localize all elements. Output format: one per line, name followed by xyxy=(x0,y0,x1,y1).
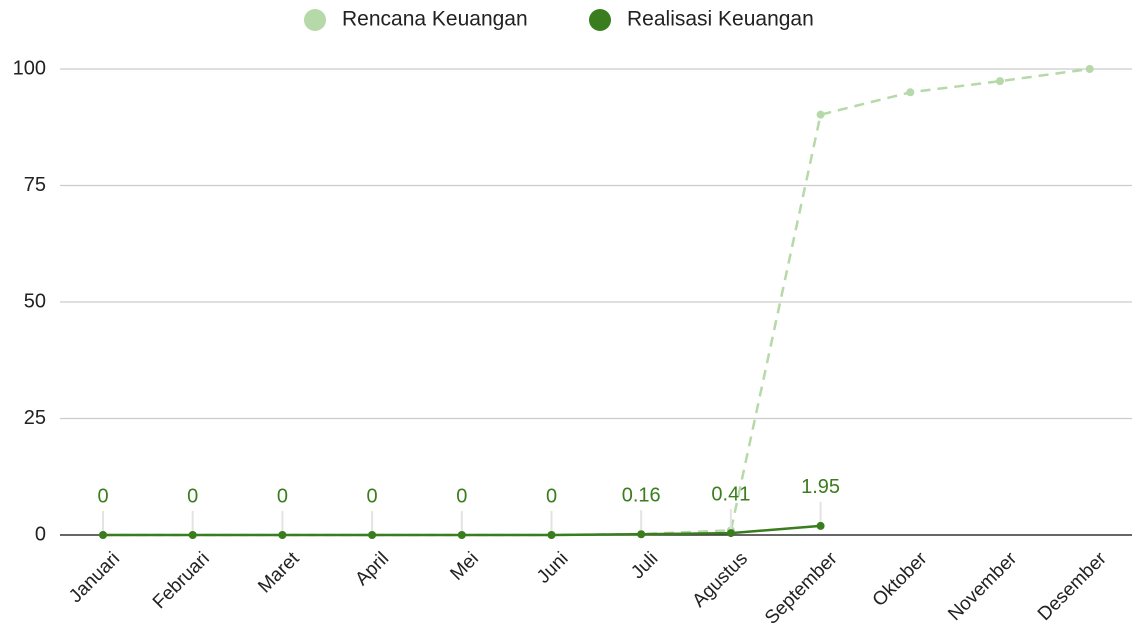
x-tick-label: Juni xyxy=(533,548,572,587)
data-point xyxy=(368,531,377,539)
legend-marker xyxy=(304,9,326,31)
data-point xyxy=(99,531,107,539)
data-label: 0.41 xyxy=(711,483,750,505)
x-tick-label: April xyxy=(351,548,393,590)
data-point xyxy=(726,529,735,538)
data-point xyxy=(188,531,197,539)
data-label: 0 xyxy=(546,485,557,507)
legend-marker xyxy=(589,9,611,31)
data-label: 0 xyxy=(367,485,378,507)
data-point xyxy=(637,530,646,539)
data-point xyxy=(816,521,825,530)
x-tick-label: November xyxy=(944,548,1021,625)
x-tick-label: Januari xyxy=(65,548,124,607)
data-point xyxy=(278,531,287,539)
x-tick-label: September xyxy=(761,548,842,629)
data-point xyxy=(547,531,556,539)
data-label: 0 xyxy=(187,485,198,507)
data-label: 0 xyxy=(277,485,288,507)
y-tick-label: 25 xyxy=(24,407,46,429)
legend-label: Rencana Keuangan xyxy=(342,8,528,31)
data-label: 0.16 xyxy=(622,485,661,507)
x-tick-label: Februari xyxy=(149,548,214,613)
data-label: 0 xyxy=(456,485,467,507)
y-tick-label: 100 xyxy=(13,57,46,79)
data-point xyxy=(457,531,466,539)
y-tick-label: 75 xyxy=(24,174,46,196)
x-tick-label: Agustus xyxy=(689,548,752,611)
data-label: 1.95 xyxy=(801,476,840,498)
x-tick-label: Juli xyxy=(627,548,662,583)
x-tick-label: Desember xyxy=(1034,548,1111,625)
data-point xyxy=(816,110,825,119)
legend-label: Realisasi Keuangan xyxy=(627,8,814,31)
data-label: 0 xyxy=(97,485,108,507)
data-point xyxy=(906,88,915,97)
x-tick-label: Mei xyxy=(446,548,483,585)
y-tick-label: 0 xyxy=(35,523,46,545)
data-point xyxy=(1085,65,1094,73)
data-point xyxy=(996,77,1004,86)
y-tick-label: 50 xyxy=(24,290,46,312)
x-tick-label: Oktober xyxy=(869,548,932,611)
x-tick-label: Maret xyxy=(254,548,304,598)
